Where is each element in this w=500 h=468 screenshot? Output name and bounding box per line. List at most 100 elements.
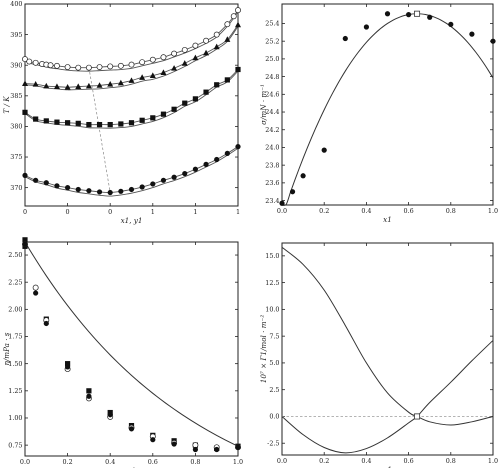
- x-tick-label: 0.0: [277, 207, 287, 215]
- data-point: [86, 121, 92, 128]
- data-point: [65, 361, 71, 367]
- y-tick-label: 7.5: [269, 332, 279, 340]
- data-point: [107, 189, 113, 196]
- data-point: [96, 82, 103, 88]
- data-point: [128, 120, 135, 126]
- y-tick-label: 24.8: [265, 73, 279, 81]
- data-point: [32, 284, 39, 291]
- x-axis-label: x1, y1: [121, 216, 143, 225]
- data-point: [427, 14, 433, 20]
- x-tick-label: 1.0: [233, 458, 243, 466]
- data-point: [75, 120, 81, 126]
- data-point: [75, 64, 82, 71]
- y-tick-label: 2.00: [8, 306, 22, 314]
- x-tick-label: 1.0: [488, 457, 498, 465]
- y-tick-label: 23.8: [265, 161, 279, 169]
- data-point: [118, 121, 124, 127]
- data-point: [490, 38, 496, 44]
- data-point: [65, 185, 71, 191]
- y-tick-label: 390: [10, 61, 22, 69]
- data-point: [469, 31, 475, 37]
- data-point: [171, 65, 178, 71]
- data-point: [406, 12, 412, 18]
- data-point: [149, 72, 156, 79]
- data-point: [300, 173, 306, 179]
- y-tick-label: 400: [10, 0, 22, 8]
- y-tick-label: -2.5: [267, 439, 279, 447]
- y-tick-label: 370: [10, 184, 22, 192]
- data-point: [160, 177, 167, 183]
- x-tick-label: 1: [236, 208, 240, 216]
- data-point: [96, 189, 103, 195]
- panel-bottom-left: 0.0 0.2 0.4 0.6 0.8 1.0 0.75 1.00 1.25 1.50 1.75 2.…: [2, 237, 243, 468]
- data-point: [32, 80, 39, 87]
- data-point: [33, 177, 39, 183]
- data-point: [107, 121, 113, 128]
- data-point: [384, 11, 391, 17]
- series-1-liquid-curve: [24, 26, 239, 91]
- data-point: [203, 49, 210, 56]
- y-tick-label: 5.0: [269, 359, 279, 367]
- data-point: [139, 59, 146, 66]
- data-point: [86, 388, 92, 394]
- x-axis-label: x1: [127, 466, 136, 468]
- data-point: [26, 58, 33, 65]
- surface-tension-fit-curve: [281, 13, 494, 206]
- data-point: [22, 80, 28, 86]
- data-point: [65, 364, 71, 370]
- data-point: [86, 188, 92, 194]
- y-tick-label: 23.4: [265, 197, 279, 205]
- data-point: [192, 96, 198, 102]
- panel-bottom-right: 0.0 0.2 0.4 0.6 0.8 1.0 -2.5 0.0 2.5 5.0 7.5 10.0 12…: [259, 242, 498, 468]
- data-point: [224, 77, 230, 83]
- x-tick-label: 0: [23, 208, 27, 216]
- data-point: [22, 109, 28, 115]
- y-tick-label: 0.0: [269, 413, 279, 421]
- data-point: [279, 200, 285, 206]
- x-tick-label: 0.2: [63, 458, 73, 466]
- y-tick-label: 380: [10, 123, 22, 131]
- y-tick-label: 24.6: [265, 91, 279, 99]
- data-point: [117, 62, 124, 69]
- data-point: [182, 100, 188, 106]
- data-point: [321, 147, 327, 153]
- data-point: [213, 43, 220, 50]
- x-tick-label: 1.0: [488, 207, 498, 215]
- y-tick-label: 0.75: [8, 441, 22, 449]
- data-point: [107, 412, 113, 418]
- data-point: [182, 170, 188, 177]
- data-point: [64, 64, 71, 70]
- data-point: [160, 69, 167, 75]
- data-point: [235, 7, 241, 14]
- y-tick-label: 2.5: [269, 386, 279, 394]
- y-axis-label: T / K: [2, 96, 11, 114]
- y-tick-label: 25.2: [265, 37, 279, 45]
- data-point: [22, 237, 28, 243]
- series-3-liquid-curve: [24, 147, 239, 197]
- panel-top-right: 0.0 0.2 0.4 0.6 0.8 1.0 23.4 23.6 23.8 24.0 24.2 24…: [259, 3, 498, 224]
- data-point: [235, 21, 241, 28]
- data-point: [64, 84, 71, 90]
- data-point: [342, 35, 348, 42]
- data-point: [230, 13, 237, 20]
- panel-bottom-right-frame: [281, 242, 494, 456]
- y-axis-label: 10⁷ × Γ1/mol · m⁻²: [259, 315, 268, 384]
- x-tick-label: 0.0: [277, 457, 287, 465]
- y-tick-label: 25.0: [265, 55, 279, 63]
- data-point: [150, 181, 156, 187]
- x-axis-label: x1: [383, 215, 392, 224]
- data-point: [171, 174, 177, 180]
- data-point: [43, 180, 49, 186]
- y-tick-label: 1.50: [8, 360, 22, 368]
- y-axis-label: η/mPa · s: [2, 332, 11, 365]
- data-point: [181, 60, 188, 66]
- x-tick-label: 0.0: [20, 458, 30, 466]
- data-point: [54, 62, 60, 69]
- y-tick-label: 24.4: [265, 108, 279, 116]
- data-point: [139, 184, 145, 190]
- panel-top-right-frame: [281, 3, 494, 206]
- data-point: [235, 66, 241, 73]
- y-tick-label: 375: [10, 153, 22, 161]
- data-point: [139, 117, 145, 123]
- data-point: [22, 56, 28, 63]
